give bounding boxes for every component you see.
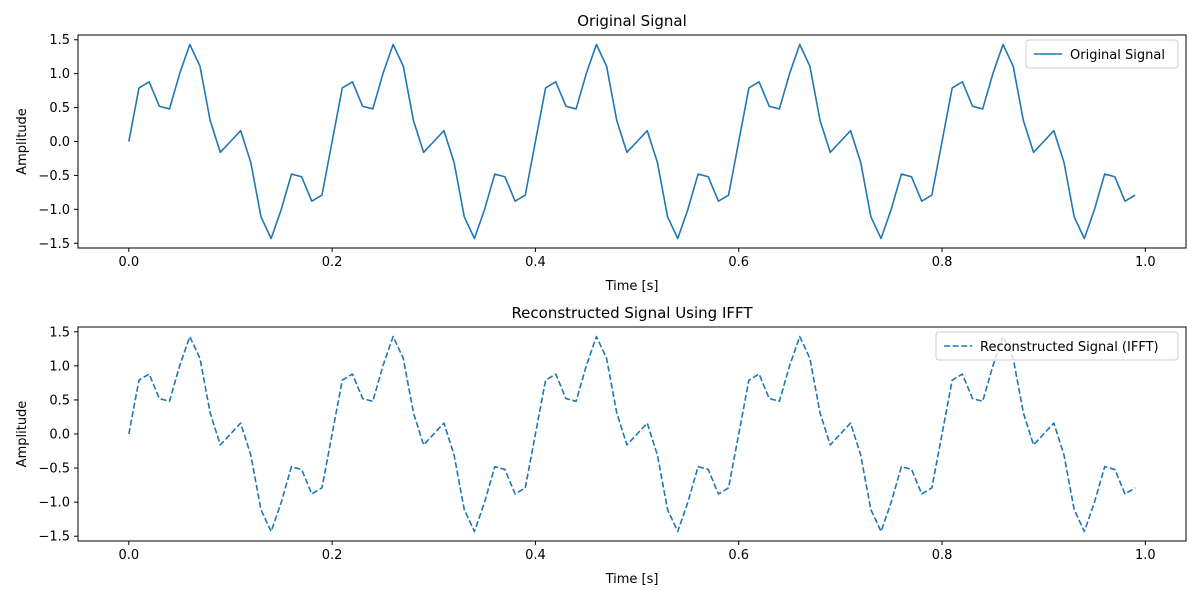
legend: Original Signal [1025, 39, 1179, 69]
y-tick-label: −0.5 [38, 462, 70, 477]
y-tick-label: −0.5 [38, 169, 70, 184]
x-tick-label: 0.8 [932, 255, 953, 270]
y-tick-label: −1.0 [38, 203, 70, 218]
chart-title: Reconstructed Signal Using IFFT [511, 304, 753, 322]
y-tick-label: 1.5 [49, 33, 70, 48]
chart-title: Original Signal [577, 12, 687, 30]
series-line-1 [128, 335, 1136, 533]
y-tick-label: 1.5 [49, 325, 70, 340]
x-tick-label: 0.6 [728, 548, 749, 563]
legend-label: Original Signal [1070, 48, 1165, 63]
chart-panel-1: Original Signal 0.0 0.2 0.4 0.6 0.8 1.0 1.5 1.0 0… [15, 12, 1187, 294]
axes-frame [77, 34, 1187, 249]
y-tick-label: −1.0 [38, 496, 70, 511]
x-tick-label: 0.0 [118, 548, 139, 563]
y-tick-label: 0.0 [49, 135, 70, 150]
legend: Reconstructed Signal (IFFT) [935, 331, 1179, 361]
legend-box [935, 331, 1179, 361]
legend-box [1025, 39, 1179, 69]
x-tick-label: 0.4 [525, 255, 546, 270]
x-tick-label: 0.2 [322, 548, 343, 563]
x-tick-label: 1.0 [1135, 548, 1156, 563]
chart-panel-2: Reconstructed Signal Using IFFT 0.0 0.2 0.4… [15, 304, 1187, 587]
y-axis-label: Amplitude [15, 108, 30, 175]
y-tick-label: 0.5 [49, 101, 70, 116]
y-axis-label: Amplitude [15, 401, 30, 468]
x-tick-label: 0.0 [118, 255, 139, 270]
legend-label: Reconstructed Signal (IFFT) [980, 340, 1159, 355]
x-axis-label: Time [s] [605, 572, 659, 587]
x-tick-label: 0.4 [525, 548, 546, 563]
axes-frame [77, 326, 1187, 542]
series-line-1 [128, 43, 1136, 240]
y-tick-label: 1.0 [49, 67, 70, 82]
y-tick-label: 1.0 [49, 359, 70, 374]
x-tick-label: 0.6 [728, 255, 749, 270]
x-tick-label: 1.0 [1135, 255, 1156, 270]
x-tick-label: 0.8 [932, 548, 953, 563]
y-tick-label: −1.5 [38, 530, 70, 545]
x-tick-label: 0.2 [322, 255, 343, 270]
y-tick-label: 0.5 [49, 393, 70, 408]
y-tick-label: −1.5 [38, 237, 70, 252]
x-axis-label: Time [s] [605, 279, 659, 294]
y-tick-label: 0.0 [49, 428, 70, 443]
